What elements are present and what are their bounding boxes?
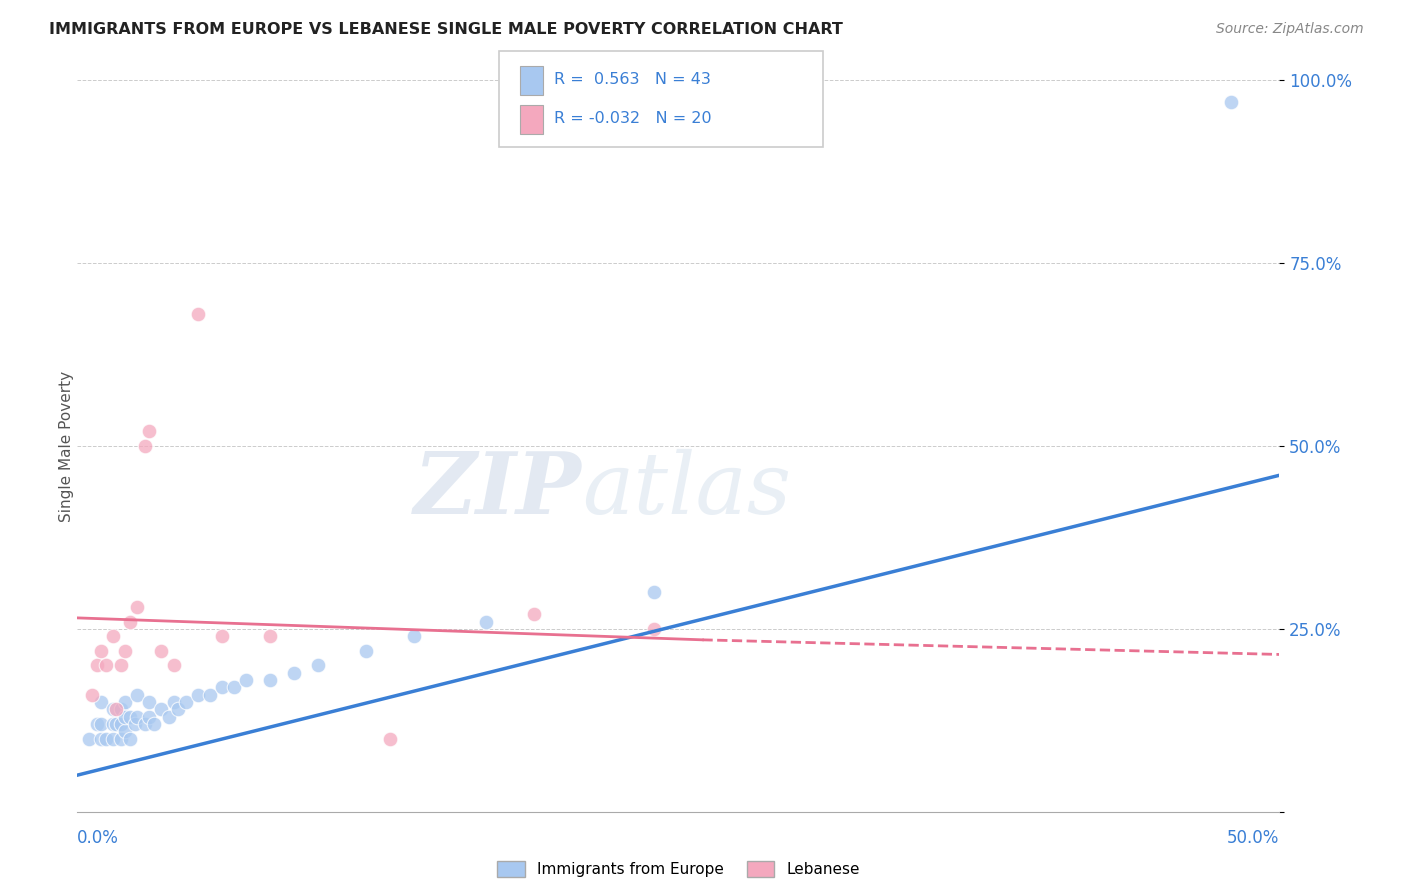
Point	[127, 709, 149, 723]
Point	[150, 644, 173, 658]
Point	[475, 615, 498, 629]
Point	[167, 702, 190, 716]
Point	[90, 717, 112, 731]
Point	[103, 629, 125, 643]
Text: IMMIGRANTS FROM EUROPE VS LEBANESE SINGLE MALE POVERTY CORRELATION CHART: IMMIGRANTS FROM EUROPE VS LEBANESE SINGL…	[49, 22, 844, 37]
Point	[138, 425, 160, 439]
Text: Source: ZipAtlas.com: Source: ZipAtlas.com	[1216, 22, 1364, 37]
Point	[120, 615, 142, 629]
Point	[138, 695, 160, 709]
Point	[143, 717, 166, 731]
Point	[110, 658, 132, 673]
Point	[259, 673, 281, 687]
Point	[124, 717, 146, 731]
Point	[110, 717, 132, 731]
Point	[114, 644, 136, 658]
Point	[643, 585, 665, 599]
Point	[157, 709, 180, 723]
Point	[211, 629, 233, 643]
Point	[90, 731, 112, 746]
Point	[90, 644, 112, 658]
Point	[127, 688, 149, 702]
Text: R =  0.563   N = 43: R = 0.563 N = 43	[554, 72, 711, 87]
Point	[150, 702, 173, 716]
Point	[120, 731, 142, 746]
Point	[86, 658, 108, 673]
Point	[110, 702, 132, 716]
Point	[134, 717, 156, 731]
Point	[643, 622, 665, 636]
Point	[96, 731, 118, 746]
Point	[211, 681, 233, 695]
Point	[307, 658, 329, 673]
Text: atlas: atlas	[582, 449, 792, 532]
Text: 0.0%: 0.0%	[77, 829, 120, 847]
Point	[235, 673, 257, 687]
Point	[523, 607, 546, 622]
Point	[162, 695, 184, 709]
Text: 50.0%: 50.0%	[1227, 829, 1279, 847]
Point	[1220, 95, 1243, 110]
Legend: Immigrants from Europe, Lebanese: Immigrants from Europe, Lebanese	[498, 862, 859, 877]
Point	[103, 717, 125, 731]
Point	[222, 681, 245, 695]
Point	[186, 688, 209, 702]
Y-axis label: Single Male Poverty: Single Male Poverty	[59, 370, 73, 522]
Point	[402, 629, 425, 643]
Point	[110, 731, 132, 746]
Point	[114, 709, 136, 723]
Point	[79, 731, 101, 746]
Point	[104, 702, 127, 716]
Point	[120, 709, 142, 723]
Point	[127, 599, 149, 614]
Point	[114, 724, 136, 739]
Point	[90, 695, 112, 709]
Point	[259, 629, 281, 643]
Text: ZIP: ZIP	[415, 448, 582, 532]
Point	[198, 688, 221, 702]
Point	[103, 731, 125, 746]
Point	[103, 702, 125, 716]
Point	[283, 665, 305, 680]
Point	[378, 731, 401, 746]
Point	[134, 439, 156, 453]
Point	[114, 695, 136, 709]
Text: R = -0.032   N = 20: R = -0.032 N = 20	[554, 111, 711, 126]
Point	[80, 688, 103, 702]
Point	[138, 709, 160, 723]
Point	[174, 695, 197, 709]
Point	[354, 644, 377, 658]
Point	[86, 717, 108, 731]
Point	[96, 658, 118, 673]
Point	[162, 658, 184, 673]
Point	[104, 717, 127, 731]
Point	[186, 307, 209, 321]
